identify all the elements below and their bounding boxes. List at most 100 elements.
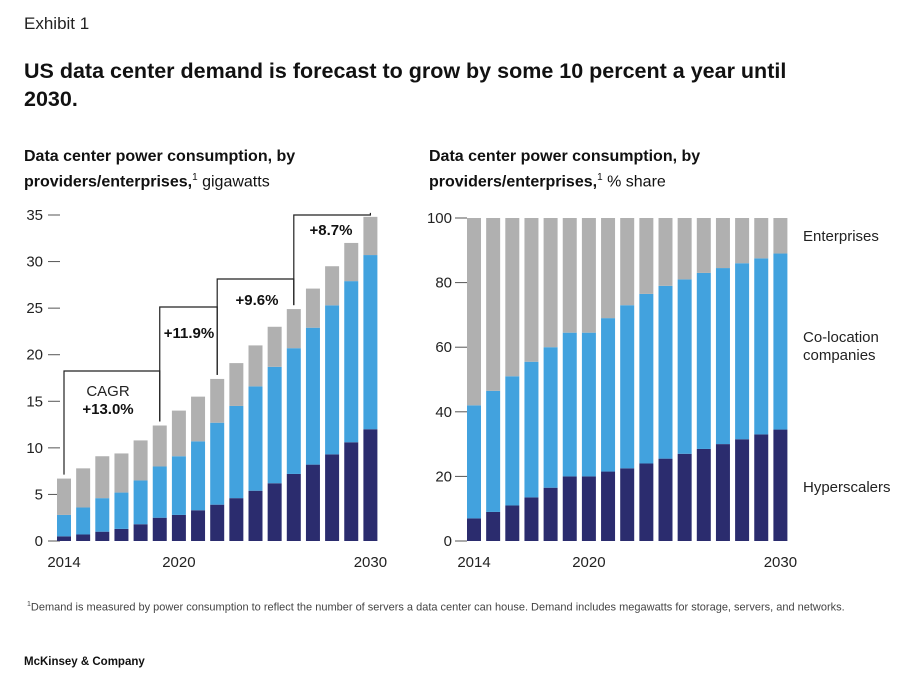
- left-bar-enterprises-2025: [267, 326, 282, 367]
- right-bar-enterprises-2018: [543, 218, 558, 348]
- left-chart-title-bold: Data center power consumption, by provid…: [24, 148, 296, 191]
- right-xtick-label: 2014: [457, 554, 490, 571]
- left-ytick-label: 35: [26, 207, 43, 224]
- right-bar-hyperscalers-2027: [715, 444, 730, 541]
- right-bar-hyperscalers-2018: [543, 487, 558, 541]
- left-ytick-label: 15: [26, 393, 43, 410]
- right-bar-hyperscalers-2026: [696, 448, 711, 541]
- right-bar-colocation-2023: [639, 293, 654, 464]
- right-chart-unit: % share: [607, 173, 666, 191]
- left-bar-enterprises-2028: [325, 266, 340, 306]
- right-bar-hyperscalers-2015: [486, 511, 501, 541]
- right-chart-title-bold: Data center power consumption, by provid…: [429, 148, 701, 191]
- left-bar-hyperscalers-2014: [57, 536, 71, 541]
- left-bar-hyperscalers-2020: [171, 514, 186, 541]
- right-bar-hyperscalers-2019: [562, 476, 577, 541]
- right-bar-colocation-2024: [658, 285, 673, 459]
- right-ytick-label: 80: [435, 275, 452, 292]
- right-bar-colocation-2015: [486, 390, 501, 512]
- left-ytick-label: 30: [26, 254, 43, 271]
- left-xtick-label: 2030: [354, 554, 387, 571]
- legend-colocation: Co-location companies: [803, 329, 879, 364]
- right-ytick-label: 0: [444, 533, 452, 550]
- left-bar-enterprises-2029: [344, 242, 359, 282]
- left-bar-colocation-2022: [210, 422, 225, 505]
- cagr-label: CAGR: [86, 383, 130, 400]
- right-chart-title: Data center power consumption, by provid…: [429, 146, 789, 192]
- left-bar-hyperscalers-2021: [191, 510, 206, 541]
- right-bar-enterprises-2016: [505, 218, 520, 377]
- left-bar-colocation-2029: [344, 281, 359, 443]
- right-bar-enterprises-2014: [467, 218, 481, 406]
- right-bar-hyperscalers-2025: [677, 453, 692, 541]
- cagr-value-3: +9.6%: [236, 292, 279, 309]
- footnote-marker: 1: [27, 601, 31, 608]
- left-bar-enterprises-2027: [305, 288, 320, 328]
- left-bar-hyperscalers-2016: [95, 531, 110, 541]
- left-bar-colocation-2026: [286, 348, 301, 474]
- right-bar-colocation-2016: [505, 376, 520, 506]
- left-chart-title-marker: 1: [192, 172, 198, 183]
- right-bar-colocation-2028: [735, 263, 750, 440]
- right-bar-enterprises-2026: [696, 218, 711, 273]
- left-bar-hyperscalers-2017: [114, 528, 129, 541]
- left-bar-hyperscalers-2025: [267, 483, 282, 541]
- right-bar-colocation-2030: [773, 253, 788, 430]
- left-bar-colocation-2030: [363, 255, 378, 430]
- left-bar-colocation-2018: [133, 480, 148, 525]
- right-ytick-label: 100: [427, 210, 452, 227]
- left-chart-unit: gigawatts: [202, 173, 270, 191]
- left-bar-colocation-2024: [248, 386, 263, 491]
- left-bar-colocation-2017: [114, 492, 129, 529]
- left-bar-hyperscalers-2015: [76, 534, 91, 541]
- right-bar-hyperscalers-2016: [505, 505, 520, 541]
- right-bar-hyperscalers-2021: [601, 471, 616, 541]
- right-bar-enterprises-2021: [601, 218, 616, 319]
- right-bar-enterprises-2017: [524, 218, 539, 362]
- left-bar-hyperscalers-2018: [133, 524, 148, 541]
- cagr-value-1: +13.0%: [82, 401, 133, 418]
- left-bar-colocation-2016: [95, 498, 110, 532]
- left-bar-enterprises-2020: [171, 410, 186, 457]
- left-bar-enterprises-2030: [363, 216, 378, 256]
- left-bar-enterprises-2023: [229, 363, 244, 406]
- cagr-value-4: +8.7%: [310, 222, 353, 239]
- left-ytick-label: 5: [35, 486, 43, 503]
- left-bar-enterprises-2015: [76, 468, 91, 508]
- left-bar-colocation-2025: [267, 366, 282, 484]
- right-bar-colocation-2014: [467, 405, 481, 519]
- right-bar-colocation-2026: [696, 272, 711, 449]
- left-bar-colocation-2021: [191, 441, 206, 511]
- right-bar-enterprises-2028: [735, 218, 750, 264]
- left-chart-title: Data center power consumption, by provid…: [24, 146, 384, 192]
- left-bar-colocation-2023: [229, 405, 244, 499]
- right-ytick-label: 20: [435, 468, 452, 485]
- right-bar-enterprises-2025: [677, 218, 692, 280]
- right-bar-hyperscalers-2030: [773, 429, 788, 541]
- left-bar-enterprises-2018: [133, 440, 148, 481]
- right-bar-colocation-2027: [715, 268, 730, 445]
- right-bar-colocation-2025: [677, 279, 692, 454]
- right-bar-enterprises-2030: [773, 218, 788, 254]
- left-bar-hyperscalers-2019: [152, 517, 167, 541]
- left-bar-colocation-2028: [325, 305, 340, 455]
- left-bar-colocation-2014: [57, 514, 71, 537]
- left-bar-hyperscalers-2023: [229, 498, 244, 541]
- left-bar-hyperscalers-2029: [344, 442, 359, 541]
- right-bar-colocation-2019: [562, 332, 577, 477]
- left-bar-enterprises-2019: [152, 425, 167, 467]
- cagr-bracket-4: [293, 212, 371, 306]
- right-bar-colocation-2029: [754, 258, 769, 435]
- legend-enterprises: Enterprises: [803, 228, 879, 245]
- right-bar-hyperscalers-2029: [754, 434, 769, 541]
- footnote: 1Demand is measured by power consumption…: [27, 598, 867, 615]
- left-bar-colocation-2015: [76, 507, 91, 535]
- right-bar-enterprises-2022: [620, 218, 635, 306]
- right-bar-hyperscalers-2024: [658, 458, 673, 541]
- right-bar-hyperscalers-2014: [467, 518, 481, 541]
- left-xtick-label: 2020: [162, 554, 195, 571]
- left-ytick-label: 20: [26, 347, 43, 364]
- left-bar-enterprises-2021: [191, 396, 206, 442]
- left-ytick-label: 25: [26, 300, 43, 317]
